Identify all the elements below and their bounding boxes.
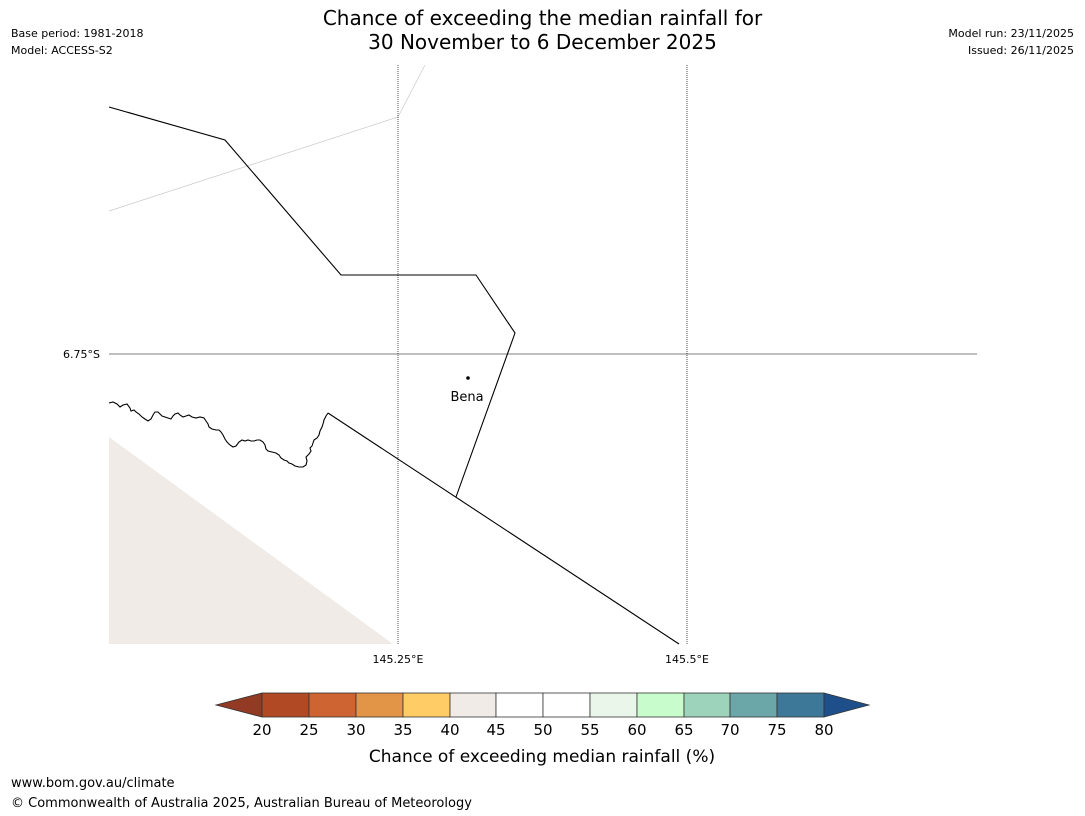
colorbar-tick-label: 55 bbox=[580, 721, 599, 739]
model-text: Model: ACCESS-S2 bbox=[11, 44, 113, 57]
colorbar-segment bbox=[542, 692, 591, 718]
province-boundary-north bbox=[108, 106, 516, 498]
longitude-label-145-5: 145.5°E bbox=[665, 653, 709, 666]
longitude-label-145-25: 145.25°E bbox=[373, 653, 424, 666]
colorbar-segment bbox=[495, 692, 544, 718]
footer-url: www.bom.gov.au/climate bbox=[11, 776, 175, 791]
colorbar-segment bbox=[355, 692, 404, 718]
colorbar-tick-label: 45 bbox=[486, 721, 505, 739]
footer: www.bom.gov.au/climate © Commonwealth of… bbox=[11, 774, 472, 814]
colorbar-tick-label: 35 bbox=[393, 721, 412, 739]
metadata-left: Base period: 1981-2018 Model: ACCESS-S2 bbox=[11, 25, 143, 59]
colorbar-segment bbox=[636, 692, 685, 718]
colorbar-tick-label: 40 bbox=[440, 721, 459, 739]
colorbar-tick-label: 20 bbox=[252, 721, 271, 739]
colorbar-segment bbox=[449, 692, 497, 718]
colorbar-label: Chance of exceeding median rainfall (%) bbox=[369, 747, 715, 767]
footer-copyright: © Commonwealth of Australia 2025, Austra… bbox=[11, 796, 472, 811]
issued-text: Issued: 26/11/2025 bbox=[967, 44, 1074, 57]
colorbar-segment bbox=[261, 692, 310, 718]
colorbar-segment bbox=[402, 692, 451, 718]
colorbar-segment bbox=[589, 692, 638, 718]
metadata-right: Model run: 23/11/2025 Issued: 26/11/2025 bbox=[948, 25, 1074, 59]
base-period-text: Base period: 1981-2018 bbox=[11, 27, 144, 40]
colorbar-under-arrow bbox=[214, 692, 263, 718]
colorbar-segment bbox=[729, 692, 778, 718]
colorbar-tick-label: 50 bbox=[533, 721, 552, 739]
colorbar: 20 25 30 35 40 45 50 55 60 65 70 75 80 C… bbox=[214, 692, 871, 767]
latitude-label: 6.75°S bbox=[63, 348, 100, 361]
colorbar-tick-label: 30 bbox=[346, 721, 365, 739]
colorbar-tick-label: 75 bbox=[767, 721, 786, 739]
colorbar-segment bbox=[776, 692, 825, 718]
colorbar-tick-label: 80 bbox=[814, 721, 833, 739]
province-boundary-south bbox=[327, 412, 680, 645]
town-marker-bena bbox=[466, 376, 470, 380]
colorbar-tick-label: 60 bbox=[627, 721, 646, 739]
probability-shaded-area bbox=[109, 437, 393, 644]
map-title: Chance of exceeding the median rainfall … bbox=[0, 6, 1085, 54]
colorbar-tick-label: 25 bbox=[299, 721, 318, 739]
colorbar-tick-label: 65 bbox=[674, 721, 693, 739]
title-line-2: 30 November to 6 December 2025 bbox=[368, 30, 717, 54]
colorbar-segment bbox=[308, 692, 357, 718]
title-line-1: Chance of exceeding the median rainfall … bbox=[322, 6, 763, 30]
colorbar-tick-label: 70 bbox=[720, 721, 739, 739]
town-label-bena: Bena bbox=[450, 390, 483, 405]
river-line bbox=[108, 401, 329, 468]
colorbar-over-arrow bbox=[823, 692, 871, 718]
model-run-text: Model run: 23/11/2025 bbox=[948, 27, 1074, 40]
colorbar-segment bbox=[683, 692, 731, 718]
